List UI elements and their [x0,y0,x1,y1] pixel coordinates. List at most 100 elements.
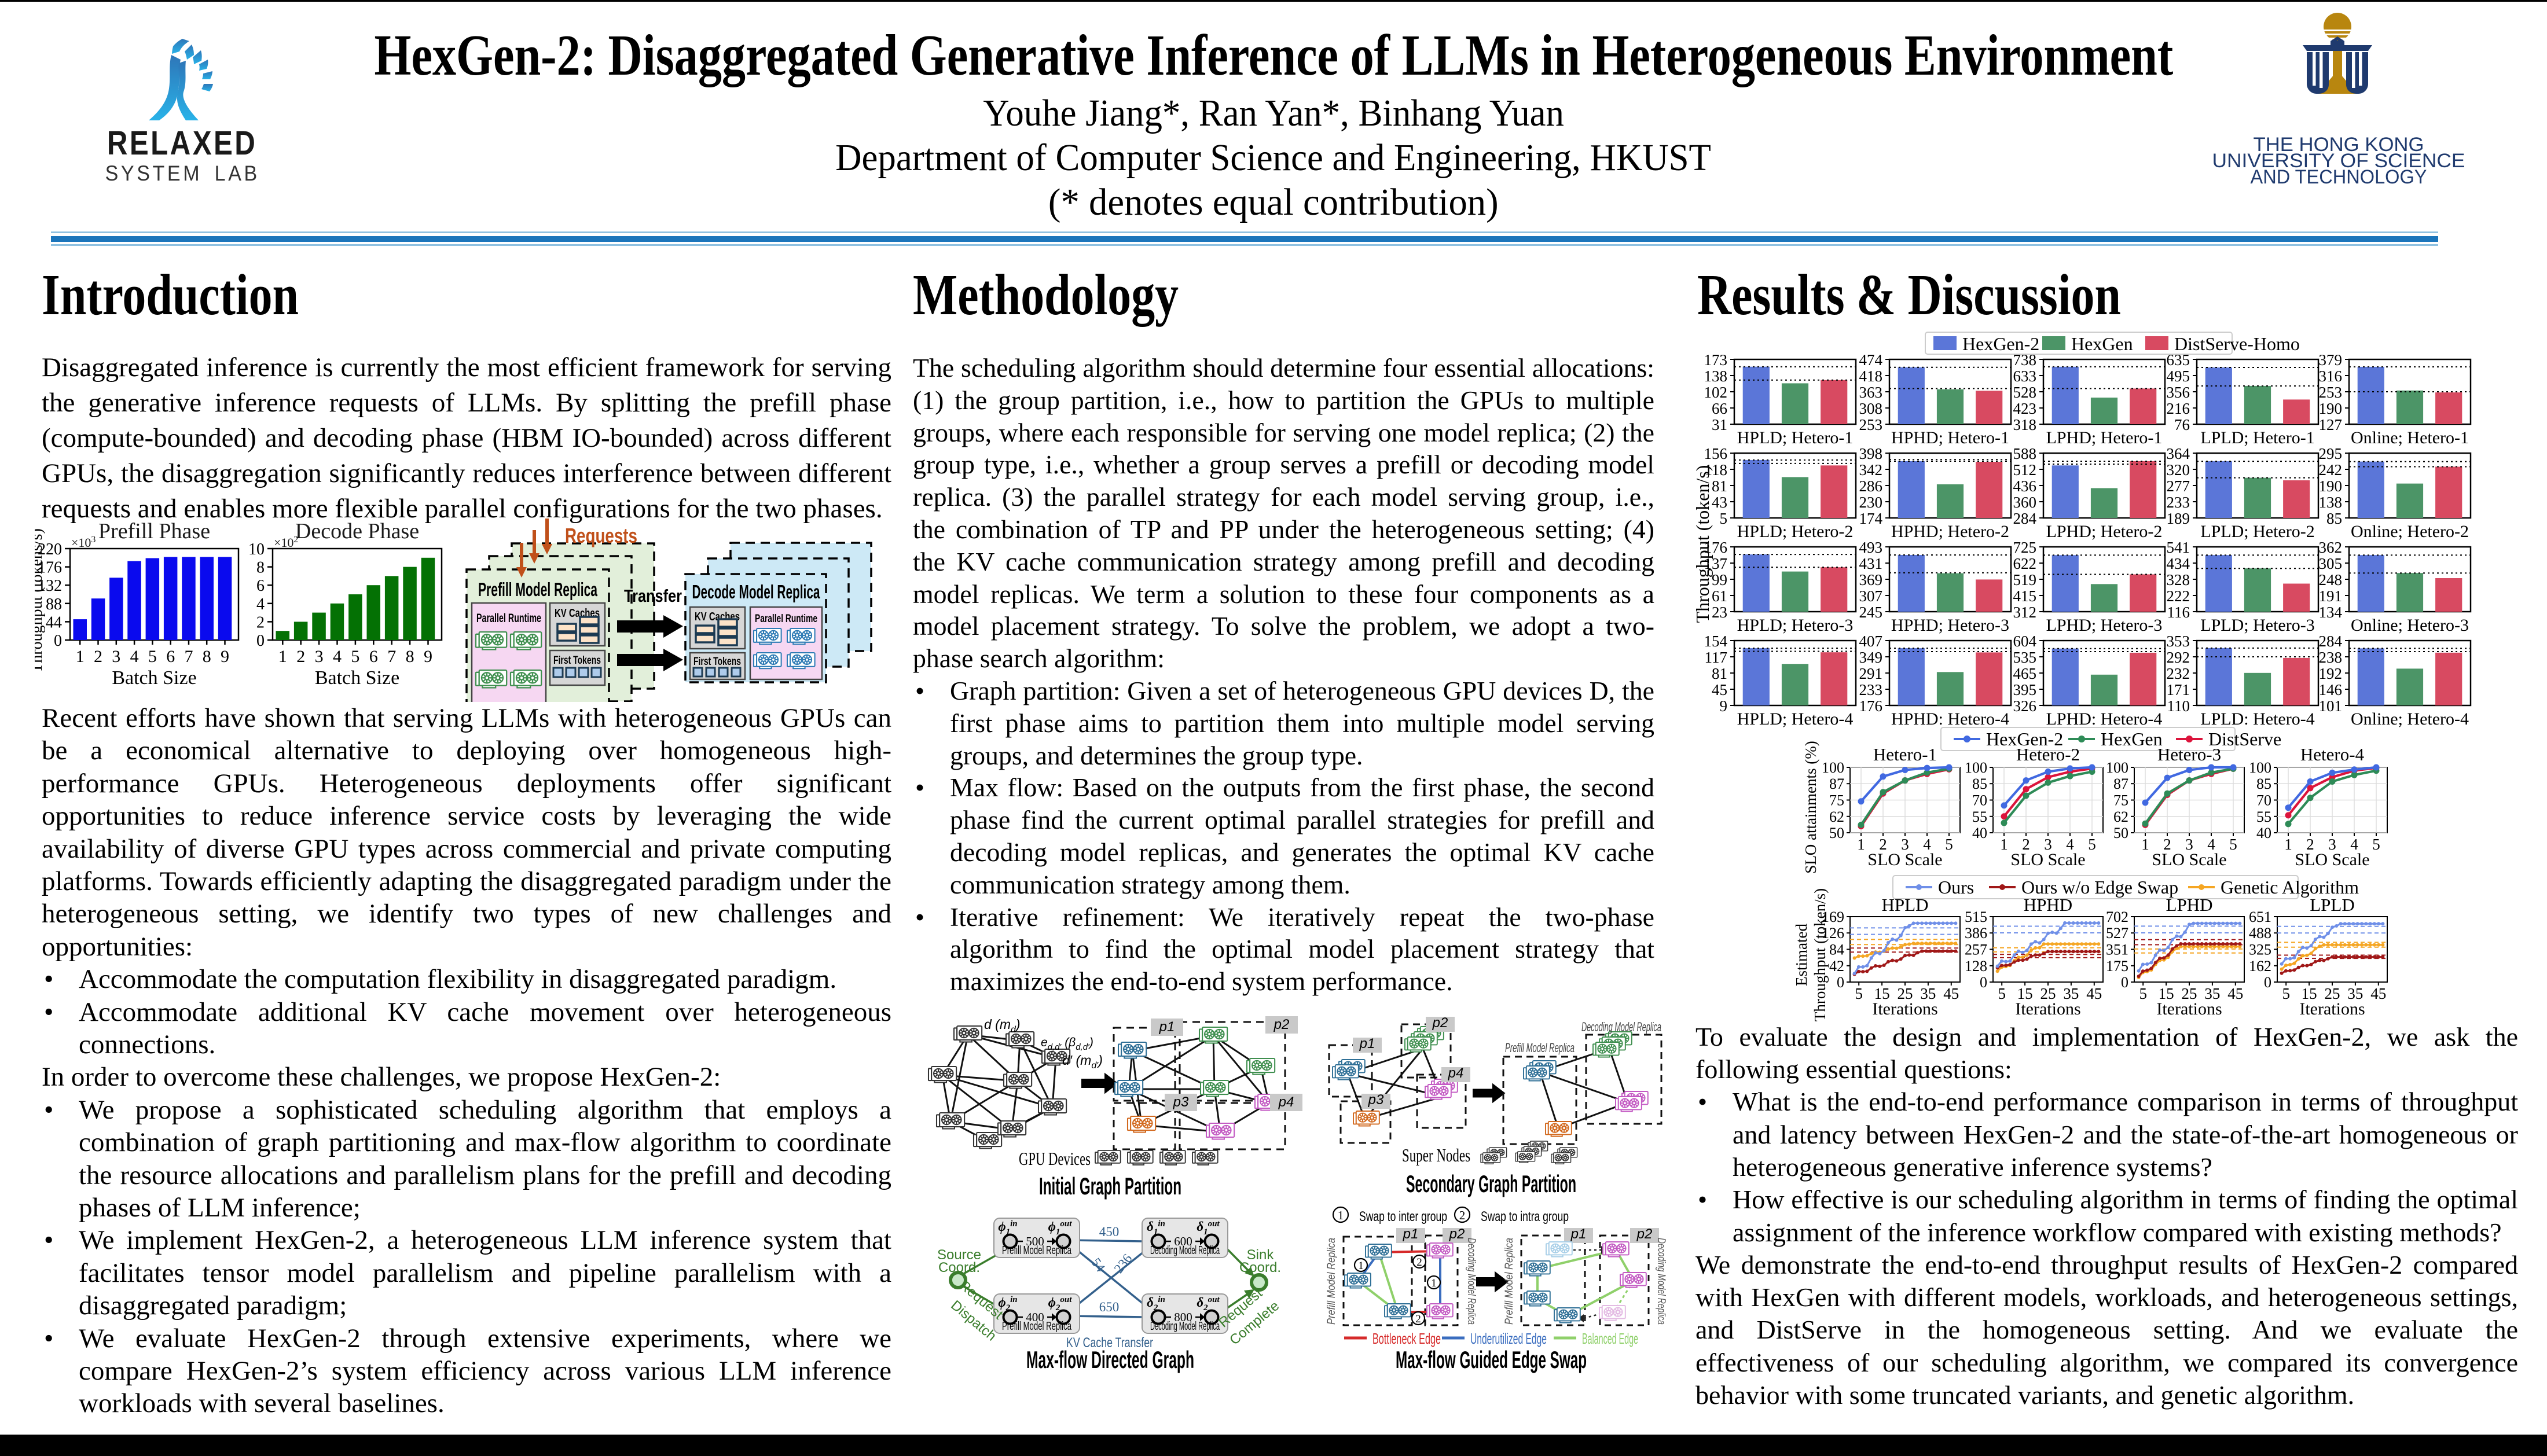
svg-text:127: 127 [2319,416,2343,433]
svg-text:307: 307 [1859,587,1883,605]
svg-text:173: 173 [1704,351,1728,369]
svg-text:434: 434 [2167,555,2190,572]
svg-text:Online; Hetero-1: Online; Hetero-1 [2351,428,2469,447]
svg-text:100: 100 [2106,759,2128,776]
svg-text:75: 75 [2113,792,2128,809]
svg-text:2: 2 [2022,836,2030,853]
svg-text:318: 318 [2013,416,2037,433]
svg-text:Hetero-3: Hetero-3 [2157,744,2221,764]
svg-text:35: 35 [1920,985,1936,1002]
svg-text:100: 100 [2249,759,2271,776]
svg-text:154: 154 [1704,633,1728,650]
svg-text:LPLD; Hetero-1: LPLD; Hetero-1 [2200,428,2314,447]
svg-text:0: 0 [54,632,62,650]
svg-text:2: 2 [94,647,102,666]
svg-text:4: 4 [2350,836,2358,853]
svg-text:10: 10 [248,541,265,558]
svg-text:HexGen-2: HexGen-2 [1986,729,2063,749]
svg-text:242: 242 [2319,461,2343,479]
svg-text:85: 85 [1972,775,1987,792]
svg-text:LPHD: Hetero-4: LPHD: Hetero-4 [2046,709,2163,729]
svg-text:45: 45 [1943,985,1959,1002]
svg-text:5: 5 [1945,836,1953,853]
svg-text:308: 308 [1859,400,1883,417]
svg-text:137: 137 [1704,555,1728,572]
svg-text:356: 356 [2167,384,2190,401]
svg-text:2: 2 [1416,1256,1422,1269]
svg-text:HPHD; Hetero-2: HPHD; Hetero-2 [1891,522,2009,541]
svg-text:395: 395 [2013,681,2037,698]
svg-text:p2: p2 [1432,1015,1448,1031]
svg-text:5: 5 [2372,836,2380,853]
svg-text:HPHD: Hetero-4: HPHD: Hetero-4 [1891,709,2009,729]
svg-text:1: 1 [2000,836,2008,853]
svg-text:5: 5 [1855,985,1863,1002]
svg-text:176: 176 [38,559,62,577]
svg-text:1: 1 [1857,836,1865,853]
svg-text:233: 233 [1859,681,1883,698]
svg-text:176: 176 [1704,539,1728,556]
svg-text:0: 0 [256,632,265,650]
svg-text:UNIVERSITY OF SCIENCE: UNIVERSITY OF SCIENCE [2212,150,2465,172]
svg-text:2: 2 [2163,836,2171,853]
svg-text:1: 1 [278,647,287,666]
svg-text:Parallel Runtime: Parallel Runtime [755,613,817,625]
svg-text:d (md): d (md) [984,1017,1021,1035]
svg-text:Ours: Ours [1938,877,1974,898]
svg-text:Hetero-4: Hetero-4 [2300,744,2365,764]
svg-text:Online; Hetero-2: Online; Hetero-2 [2351,522,2469,541]
svg-text:5: 5 [1720,510,1728,527]
svg-text:HPHD; Hetero-1: HPHD; Hetero-1 [1891,428,2009,447]
svg-text:232: 232 [2167,665,2190,682]
svg-text:p3: p3 [1368,1092,1384,1108]
svg-text:253: 253 [1859,416,1883,433]
svg-text:Throughput (token/s): Throughput (token/s) [1811,888,1829,1021]
svg-text:528: 528 [2013,384,2037,401]
svg-text:62: 62 [1829,808,1844,825]
svg-text:342: 342 [1859,461,1883,479]
svg-text:5: 5 [2088,836,2096,853]
svg-text:9: 9 [424,647,432,666]
svg-text:169: 169 [1822,909,1844,925]
svg-text:588: 588 [2013,445,2037,462]
svg-text:369: 369 [1859,571,1883,589]
svg-text:LPLD; Hetero-3: LPLD; Hetero-3 [2200,616,2314,635]
svg-text:61: 61 [1712,587,1727,605]
svg-text:DistServe-Homo: DistServe-Homo [2174,333,2300,354]
svg-text:500: 500 [1026,1234,1044,1248]
svg-text:Super Nodes: Super Nodes [1402,1145,1470,1165]
svg-text:HexGen: HexGen [2071,333,2133,354]
svg-text:Online; Hetero-4: Online; Hetero-4 [2351,709,2469,729]
svg-text:363: 363 [1859,384,1883,401]
svg-text:725: 725 [2013,539,2037,556]
svg-text:×102: ×102 [274,535,298,550]
svg-text:p1: p1 [1159,1019,1175,1035]
svg-text:2: 2 [296,647,305,666]
svg-text:295: 295 [2319,445,2343,462]
svg-text:738: 738 [2013,351,2037,369]
svg-text:635: 635 [2167,351,2190,369]
svg-text:162: 162 [2249,958,2271,975]
svg-text:4: 4 [2066,836,2074,853]
svg-text:176: 176 [1859,697,1883,715]
svg-text:LPHD; Hetero-2: LPHD; Hetero-2 [2046,522,2163,541]
svg-text:LPHD: LPHD [2166,895,2213,915]
svg-text:100: 100 [1822,759,1844,776]
svg-text:238: 238 [2319,649,2343,666]
svg-text:702: 702 [2106,909,2128,925]
svg-text:70: 70 [1972,792,1987,809]
svg-text:HPLD; Hetero-3: HPLD; Hetero-3 [1737,616,1854,635]
svg-text:Hetero-2: Hetero-2 [2016,744,2080,764]
svg-text:15: 15 [2159,985,2174,1002]
svg-text:102: 102 [1704,384,1728,401]
svg-text:Batch Size: Batch Size [112,667,196,689]
svg-text:651: 651 [2249,909,2271,925]
svg-text:174: 174 [1859,510,1883,527]
svg-text:138: 138 [2319,494,2343,511]
svg-text:257: 257 [1965,942,1987,958]
svg-text:Online; Hetero-3: Online; Hetero-3 [2351,616,2469,635]
svg-text:×103: ×103 [71,535,96,550]
svg-text:512: 512 [2013,461,2037,479]
svg-text:5: 5 [2139,985,2147,1002]
svg-text:THE HONG KONG: THE HONG KONG [2254,134,2424,156]
